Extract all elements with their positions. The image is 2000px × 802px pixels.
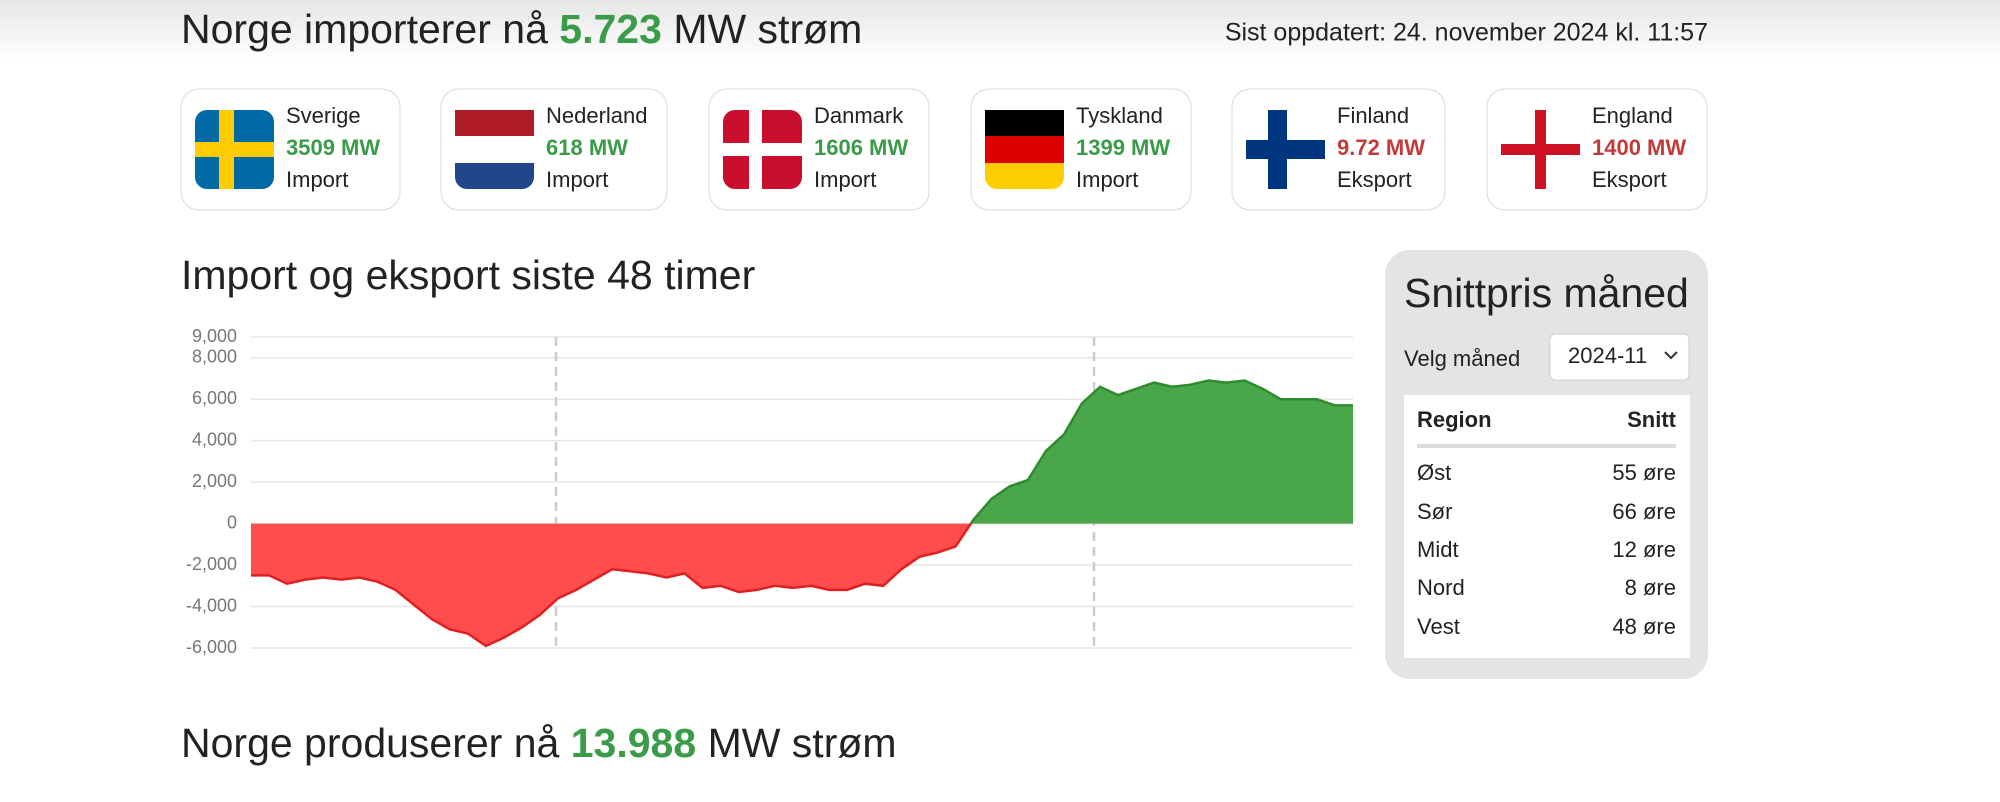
country-name: Tyskland	[1076, 103, 1163, 128]
y-tick-label: -6,000	[186, 637, 237, 657]
price: 48 øre	[1612, 614, 1676, 639]
area-positive	[251, 380, 1353, 524]
flag-part	[1268, 110, 1287, 189]
country-card: Danmark 1606 MW Import	[708, 88, 930, 211]
country-direction: Import	[286, 167, 348, 192]
country-cards: Sverige 3509 MW Import Nederland 618 MW Impor…	[180, 88, 1708, 211]
select-arrow[interactable]	[1664, 351, 1678, 360]
y-tick-label: 6,000	[192, 388, 237, 408]
title-prefix: Norge importerer nå	[181, 6, 548, 52]
footer-prefix: Norge produserer nå	[181, 720, 560, 766]
flag-part	[985, 136, 1064, 163]
country-amount: 9.72 MW	[1337, 135, 1425, 160]
country-direction: Eksport	[1592, 167, 1667, 192]
select-box[interactable]	[1549, 333, 1690, 381]
y-tick-label: 4,000	[192, 429, 237, 449]
flag-part	[1535, 110, 1546, 189]
country-amount: 3509 MW	[286, 135, 380, 160]
country-card: Tyskland 1399 MW Import	[970, 88, 1192, 211]
country-card: Nederland 618 MW Import	[440, 88, 668, 211]
region: Øst	[1417, 460, 1451, 485]
flag-part	[985, 110, 1064, 136]
country-name: Nederland	[546, 103, 648, 128]
country-card: Finland 9.72 MW Eksport	[1231, 88, 1446, 211]
price: 12 øre	[1612, 537, 1676, 562]
title-suffix: MW strøm	[673, 6, 862, 52]
top-shadow	[0, 0, 2000, 60]
produce-title: Norge produserer nå 13.988 MW strøm	[181, 720, 897, 766]
country-amount: 1400 MW	[1592, 135, 1686, 160]
region: Sør	[1417, 499, 1452, 524]
country-name: Finland	[1337, 103, 1409, 128]
select-value[interactable]: 2024-11	[1568, 343, 1647, 368]
y-tick-label: -2,000	[186, 554, 237, 574]
country-amount: 1399 MW	[1076, 135, 1170, 160]
country-direction: Import	[1076, 167, 1138, 192]
country-direction: Eksport	[1337, 167, 1412, 192]
header-rule	[1417, 444, 1676, 448]
table-header: Region	[1417, 407, 1492, 432]
y-tick-label: 0	[227, 512, 237, 532]
flag-part	[749, 110, 762, 189]
country-amount: 618 MW	[546, 135, 628, 160]
country-name: Danmark	[814, 103, 904, 128]
y-tick-label: 2,000	[192, 471, 237, 491]
line-negative	[251, 523, 973, 648]
price-table	[1404, 395, 1690, 658]
price: 55 øre	[1612, 460, 1676, 485]
flag-part	[723, 143, 802, 156]
line-positive	[969, 379, 1353, 524]
region: Nord	[1417, 575, 1465, 600]
y-tick-label: 9,000	[192, 326, 237, 346]
area-negative	[251, 523, 1353, 646]
panel-title: Snittpris måned	[1404, 270, 1689, 316]
chart-title: Import og eksport siste 48 timer	[181, 252, 755, 298]
table-rows: Øst 55 øre Sør 66 øre Midt 12 øre Nord 8 øre Ves…	[1417, 460, 1676, 639]
month-select[interactable]: 2024-11	[1549, 333, 1690, 381]
region: Midt	[1417, 537, 1459, 562]
country-amount: 1606 MW	[814, 135, 908, 160]
updated: Sist oppdatert: 24. november 2024 kl. 11…	[1225, 19, 1708, 47]
y-tick-label: 8,000	[192, 346, 237, 366]
flag-part	[219, 110, 234, 189]
import-title: Norge importerer nå 5.723 MW strøm	[181, 6, 862, 52]
country-direction: Import	[814, 167, 876, 192]
flag-part	[455, 110, 534, 137]
flag-part	[455, 136, 534, 163]
price: 8 øre	[1625, 575, 1676, 600]
title-value: 5.723	[559, 6, 662, 52]
country-name: England	[1592, 103, 1673, 128]
price: 66 øre	[1612, 499, 1676, 524]
select-label: Velg måned	[1404, 346, 1520, 371]
table-header: Snitt	[1627, 407, 1677, 432]
y-tick-label: -4,000	[186, 595, 237, 615]
country-card: Sverige 3509 MW Import	[180, 88, 401, 211]
flag-part	[195, 142, 274, 157]
footer-value: 13.988	[571, 720, 696, 766]
country-direction: Import	[546, 167, 608, 192]
footer-suffix: MW strøm	[708, 720, 897, 766]
country-name: Sverige	[286, 103, 361, 128]
region: Vest	[1417, 614, 1460, 639]
country-card: England 1400 MW Eksport	[1486, 88, 1708, 211]
chart: -6,000 -4,000 -2,000 0 2,000 4,000 6,000 8,0009…	[186, 326, 1353, 657]
